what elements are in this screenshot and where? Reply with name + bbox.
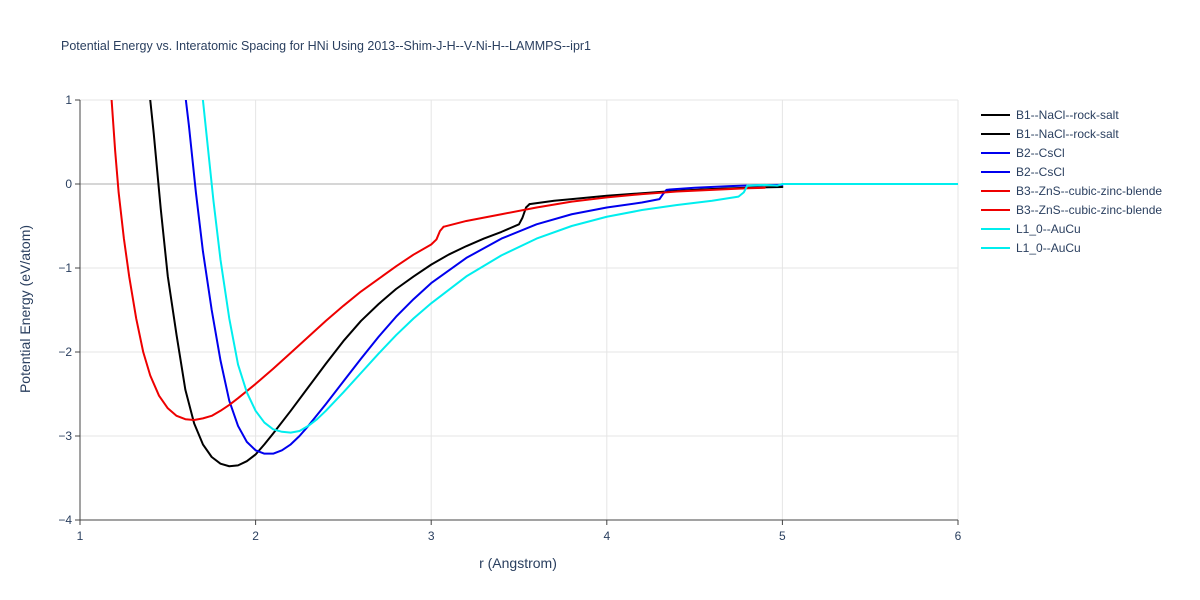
y-axis-title: Potential Energy (eV/atom) bbox=[17, 225, 33, 393]
y-tick-label: −3 bbox=[58, 429, 72, 443]
x-tick-label: 2 bbox=[252, 529, 259, 543]
legend-label: B3--ZnS--cubic-zinc-blende bbox=[1016, 184, 1162, 198]
series-line-1 bbox=[149, 100, 531, 468]
x-axis-title: r (Angstrom) bbox=[479, 555, 557, 571]
y-tick-label: 1 bbox=[65, 93, 72, 107]
legend: B1--NaCl--rock-salt B1--NaCl--rock-salt B2… bbox=[981, 108, 1162, 255]
series-line-8 bbox=[746, 183, 958, 187]
series-line-3 bbox=[184, 100, 672, 455]
plot-area bbox=[110, 100, 958, 468]
x-tick-label: 4 bbox=[603, 529, 610, 543]
legend-label: B1--NaCl--rock-salt bbox=[1016, 127, 1119, 141]
y-tick-label: −1 bbox=[58, 261, 72, 275]
legend-item[interactable]: B3--ZnS--cubic-zinc-blende bbox=[981, 184, 1162, 198]
legend-item[interactable]: B3--ZnS--cubic-zinc-blende bbox=[981, 203, 1162, 217]
y-tick-label: −4 bbox=[58, 513, 72, 527]
x-tick-label: 6 bbox=[955, 529, 962, 543]
legend-label: L1_0--AuCu bbox=[1016, 241, 1081, 255]
legend-item[interactable]: L1_0--AuCu bbox=[981, 222, 1081, 236]
legend-label: B2--CsCl bbox=[1016, 165, 1065, 179]
series-line-5 bbox=[110, 100, 445, 422]
legend-item[interactable]: B2--CsCl bbox=[981, 146, 1065, 160]
chart-title: Potential Energy vs. Interatomic Spacing… bbox=[61, 39, 591, 53]
legend-item[interactable]: B1--NaCl--rock-salt bbox=[981, 127, 1119, 141]
legend-item[interactable]: L1_0--AuCu bbox=[981, 241, 1081, 255]
legend-item[interactable]: B2--CsCl bbox=[981, 165, 1065, 179]
x-tick-label: 1 bbox=[77, 529, 84, 543]
legend-label: L1_0--AuCu bbox=[1016, 222, 1081, 236]
legend-item[interactable]: B1--NaCl--rock-salt bbox=[981, 108, 1119, 122]
grid bbox=[80, 99, 959, 520]
tick-labels: 1 2 3 4 5 6 −4 −3 −2 −1 0 1 bbox=[58, 93, 961, 543]
axes bbox=[79, 100, 958, 521]
x-tick-label: 5 bbox=[779, 529, 786, 543]
series-line-7 bbox=[201, 100, 749, 434]
y-tick-label: 0 bbox=[65, 177, 72, 191]
legend-label: B3--ZnS--cubic-zinc-blende bbox=[1016, 203, 1162, 217]
y-tick-label: −2 bbox=[58, 345, 72, 359]
legend-label: B1--NaCl--rock-salt bbox=[1016, 108, 1119, 122]
x-tick-label: 3 bbox=[428, 529, 435, 543]
series-line-6 bbox=[442, 186, 766, 228]
legend-label: B2--CsCl bbox=[1016, 146, 1065, 160]
